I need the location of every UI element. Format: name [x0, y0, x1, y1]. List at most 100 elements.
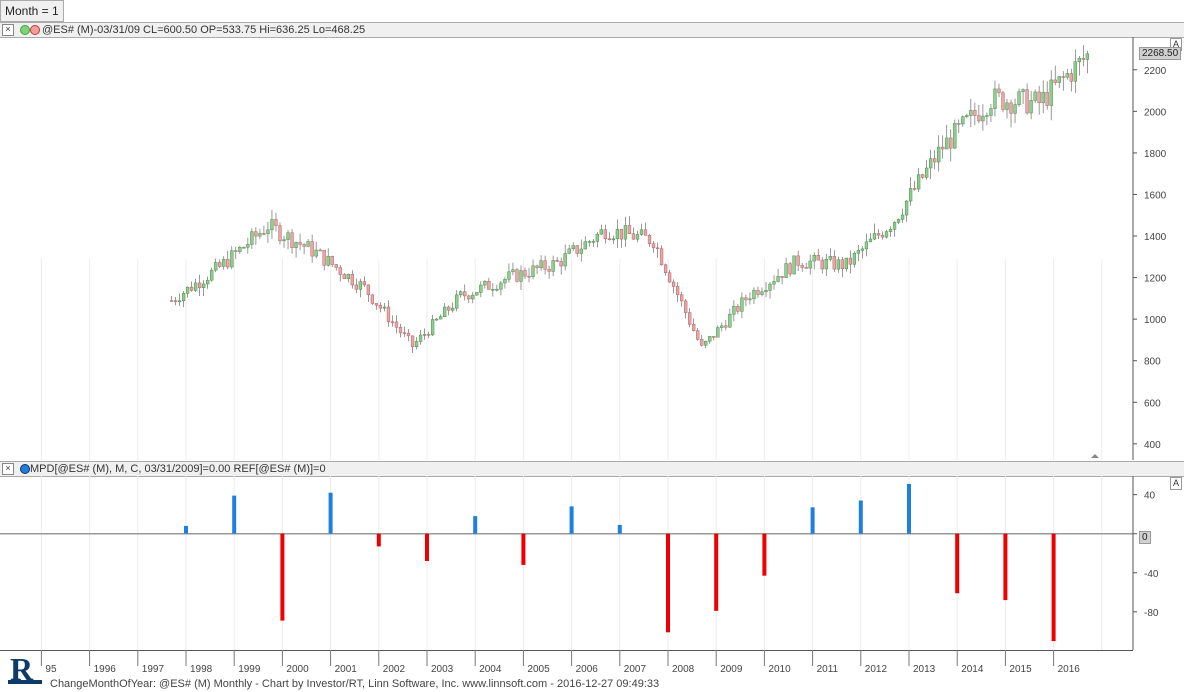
mpd-bar	[521, 533, 526, 565]
candle-body	[374, 303, 379, 306]
candle-body	[455, 294, 459, 309]
mpd-bar	[425, 533, 429, 562]
mpd-bar	[184, 525, 188, 534]
candle-body	[929, 158, 933, 169]
candle-body	[238, 247, 242, 252]
candle-body	[651, 243, 656, 249]
candle-body	[282, 239, 286, 242]
price-pane-header: × @ES# (M)-03/31/09 CL=600.50 OP=533.75 …	[0, 22, 1184, 38]
candle-body	[555, 260, 559, 262]
candle-body	[334, 264, 338, 268]
mpd-color-icon[interactable]	[20, 464, 30, 474]
candle-body	[185, 286, 190, 294]
candle-body	[635, 234, 640, 240]
candle-body	[680, 294, 684, 302]
candle-body	[655, 247, 660, 250]
close-pane-icon[interactable]: ×	[2, 24, 14, 36]
candle-body	[523, 270, 527, 277]
mpd-bar	[810, 507, 815, 534]
candle-body	[804, 267, 808, 269]
candle-body	[712, 336, 716, 338]
candle-body	[1045, 92, 1049, 106]
price-tick-label: 400	[1144, 440, 1161, 451]
candle-body	[426, 334, 431, 336]
candle-body	[836, 259, 840, 270]
zero-badge: 0	[1139, 531, 1151, 544]
price-tick-label: 1800	[1144, 149, 1167, 160]
candle-body	[551, 260, 555, 272]
candle-body	[414, 341, 419, 348]
candle-body	[507, 271, 511, 280]
candle-body	[643, 229, 648, 236]
candle-body	[350, 274, 354, 286]
candle-body	[748, 298, 752, 301]
price-chart[interactable]: 2200 2000 1800 1600 1400 1200 1000 800 600 400	[0, 37, 1184, 460]
candle-body	[675, 286, 680, 296]
candle-body	[479, 284, 483, 293]
candle-body	[752, 289, 756, 300]
candle-body	[218, 262, 222, 267]
candle-body	[916, 174, 921, 190]
indicator-pane-title: MPD[@ES# (M), M, C, 03/31/2009]=0.00 REF…	[30, 463, 326, 475]
candle-body	[198, 282, 202, 288]
candle-body	[330, 255, 334, 265]
candle-body	[997, 88, 1001, 94]
candle-body	[274, 219, 278, 226]
candle-body	[210, 269, 214, 281]
candle-body	[724, 325, 728, 328]
close-indicator-icon[interactable]: ×	[2, 463, 14, 475]
candle-body	[1009, 102, 1013, 114]
candle-body	[193, 282, 198, 291]
mpd-bar	[376, 533, 381, 547]
candle-body	[202, 283, 206, 288]
candle-body	[230, 250, 234, 268]
candle-body	[973, 110, 977, 116]
candle-body	[740, 297, 744, 312]
candle-body	[1061, 76, 1065, 78]
candle-body	[904, 200, 909, 216]
candle-body	[981, 115, 985, 122]
candle-body	[571, 245, 575, 250]
candle-body	[254, 231, 258, 237]
candle-body	[181, 293, 186, 302]
candle-body	[567, 248, 571, 254]
candle-body	[728, 313, 732, 328]
candle-body	[792, 255, 796, 275]
candle-body	[471, 294, 475, 300]
candle-body	[370, 294, 375, 304]
candle-body	[451, 307, 455, 311]
candle-body	[595, 233, 599, 242]
candle-body	[386, 306, 391, 323]
candle-body	[177, 300, 182, 303]
candle-body	[527, 275, 531, 278]
time-tick-label: 2012	[865, 664, 888, 675]
candle-body	[912, 188, 917, 190]
candle-body	[503, 279, 507, 284]
indicator-autoscale-button[interactable]: A	[1170, 477, 1182, 490]
candle-body	[780, 276, 784, 278]
up-color-icon[interactable]	[20, 25, 30, 35]
time-tick-label: 2008	[672, 664, 695, 675]
candle-body	[872, 233, 877, 240]
candle-body	[559, 261, 563, 267]
mpd-bar	[858, 500, 863, 534]
candle-body	[439, 316, 443, 320]
candle-body	[965, 115, 969, 117]
candle-body	[511, 269, 515, 273]
period-tab[interactable]: Month = 1	[0, 0, 64, 22]
indicator-chart[interactable]: 40 -40 -80	[0, 476, 1184, 650]
candle-body	[234, 250, 238, 252]
candle-body	[499, 282, 503, 290]
candle-body	[1033, 91, 1037, 101]
time-tick-label: 2005	[527, 664, 550, 675]
candle-body	[1065, 73, 1069, 78]
candle-body	[278, 225, 282, 242]
candle-body	[173, 300, 178, 302]
mpd-bar	[1003, 533, 1008, 601]
candle-body	[206, 279, 210, 285]
candle-body	[354, 284, 358, 290]
time-tick-label: 2009	[720, 664, 743, 675]
candle-body	[262, 233, 266, 235]
down-color-icon[interactable]	[30, 25, 40, 35]
candle-body	[888, 229, 893, 232]
